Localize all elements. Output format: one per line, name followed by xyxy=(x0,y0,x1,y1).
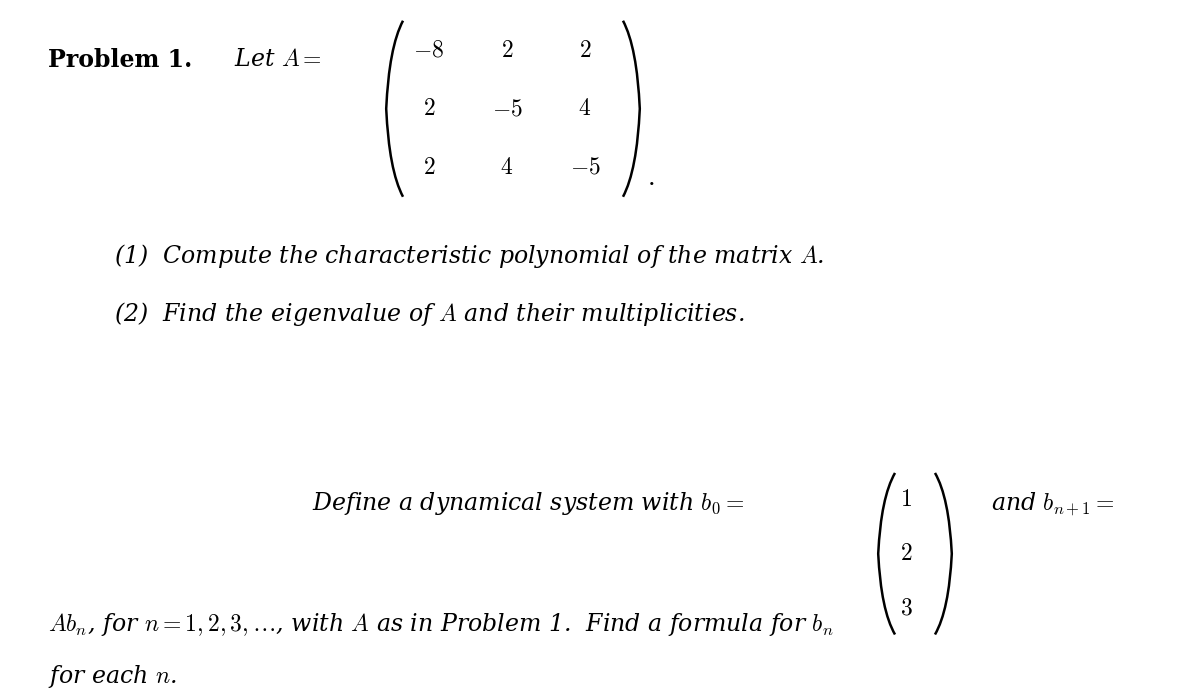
Text: Define a dynamical system with $b_0=$: Define a dynamical system with $b_0=$ xyxy=(312,490,744,517)
Text: and $b_{n+1}=$: and $b_{n+1}=$ xyxy=(991,490,1115,518)
Text: (2)  Find the eigenvalue of $A$ and their multiplicities.: (2) Find the eigenvalue of $A$ and their… xyxy=(114,301,744,329)
Text: $2$: $2$ xyxy=(900,542,912,565)
Text: $4$: $4$ xyxy=(500,156,514,179)
Text: for each $n$.: for each $n$. xyxy=(48,663,176,690)
Text: $-5$: $-5$ xyxy=(492,97,522,120)
Text: $1$: $1$ xyxy=(900,489,912,512)
Text: $-8$: $-8$ xyxy=(414,38,444,61)
Text: .: . xyxy=(648,167,655,190)
Text: Problem 1.: Problem 1. xyxy=(48,48,192,72)
Text: $2$: $2$ xyxy=(422,156,436,179)
Text: $Ab_n$, for $n=1,2,3,\ldots$, with $A$ as in Problem 1.  Find a formula for $b_n: $Ab_n$, for $n=1,2,3,\ldots$, with $A$ a… xyxy=(48,611,834,638)
Text: (1)  Compute the characteristic polynomial of the matrix $A$.: (1) Compute the characteristic polynomia… xyxy=(114,242,824,269)
Text: $3$: $3$ xyxy=(900,596,912,619)
Text: $-5$: $-5$ xyxy=(570,156,600,179)
Text: $2$: $2$ xyxy=(422,97,436,120)
Text: $4$: $4$ xyxy=(578,97,592,120)
Text: $2$: $2$ xyxy=(500,38,514,61)
Text: $2$: $2$ xyxy=(578,38,592,61)
Text: Let $A=$: Let $A=$ xyxy=(234,48,322,71)
